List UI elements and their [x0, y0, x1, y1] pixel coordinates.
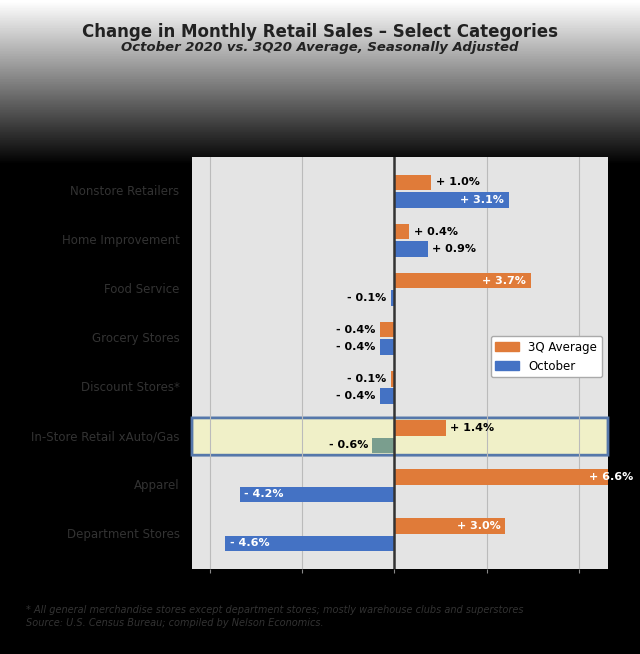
Text: - 4.2%: - 4.2%: [244, 489, 284, 500]
Text: Change in Monthly Retail Sales – Select Categories: Change in Monthly Retail Sales – Select …: [82, 23, 558, 41]
Text: - 0.1%: - 0.1%: [347, 373, 387, 384]
Bar: [225, 536, 394, 551]
Text: Grocery Stores: Grocery Stores: [92, 332, 179, 345]
Text: + 1.0%: + 1.0%: [436, 177, 479, 188]
Text: + 3.7%: + 3.7%: [483, 275, 526, 286]
Text: - 0.4%: - 0.4%: [336, 342, 375, 353]
Text: + 0.4%: + 0.4%: [413, 226, 458, 237]
Bar: [391, 371, 394, 387]
Bar: [394, 420, 446, 436]
Bar: [380, 322, 394, 337]
Text: - 4.6%: - 4.6%: [230, 538, 269, 549]
Bar: [394, 518, 505, 534]
Bar: [372, 438, 394, 453]
FancyBboxPatch shape: [192, 418, 608, 455]
Bar: [380, 339, 394, 355]
Bar: [380, 388, 394, 404]
Bar: [394, 175, 431, 190]
Text: + 1.4%: + 1.4%: [451, 422, 495, 433]
Bar: [240, 487, 394, 502]
Text: + 3.1%: + 3.1%: [460, 195, 504, 205]
Text: + 6.6%: + 6.6%: [589, 472, 633, 482]
Bar: [394, 241, 428, 257]
Text: October 2020 vs. 3Q20 Average, Seasonally Adjusted: October 2020 vs. 3Q20 Average, Seasonall…: [121, 41, 519, 54]
Text: + 3.0%: + 3.0%: [457, 521, 500, 531]
Bar: [391, 290, 394, 306]
Bar: [394, 224, 409, 239]
Text: + 0.9%: + 0.9%: [432, 244, 476, 254]
Text: Nonstore Retailers: Nonstore Retailers: [70, 185, 179, 198]
Text: Apparel: Apparel: [134, 479, 179, 492]
Text: Source: U.S. Census Bureau; compiled by Nelson Economics.: Source: U.S. Census Bureau; compiled by …: [26, 618, 323, 628]
Legend: 3Q Average, October: 3Q Average, October: [491, 336, 602, 377]
Text: - 0.4%: - 0.4%: [336, 324, 375, 335]
Bar: [394, 192, 509, 208]
Text: Food Service: Food Service: [104, 283, 179, 296]
Bar: [394, 469, 637, 485]
Text: - 0.4%: - 0.4%: [336, 391, 375, 402]
Text: - 0.1%: - 0.1%: [347, 293, 387, 303]
Text: Home Improvement: Home Improvement: [61, 234, 179, 247]
Text: In-Store Retail xAuto/Gas: In-Store Retail xAuto/Gas: [31, 430, 179, 443]
Bar: [394, 273, 531, 288]
Text: - 0.6%: - 0.6%: [328, 440, 368, 451]
Text: Discount Stores*: Discount Stores*: [81, 381, 179, 394]
Text: Department Stores: Department Stores: [67, 528, 179, 541]
Text: * All general merchandise stores except department stores; mostly warehouse club: * All general merchandise stores except …: [26, 605, 523, 615]
